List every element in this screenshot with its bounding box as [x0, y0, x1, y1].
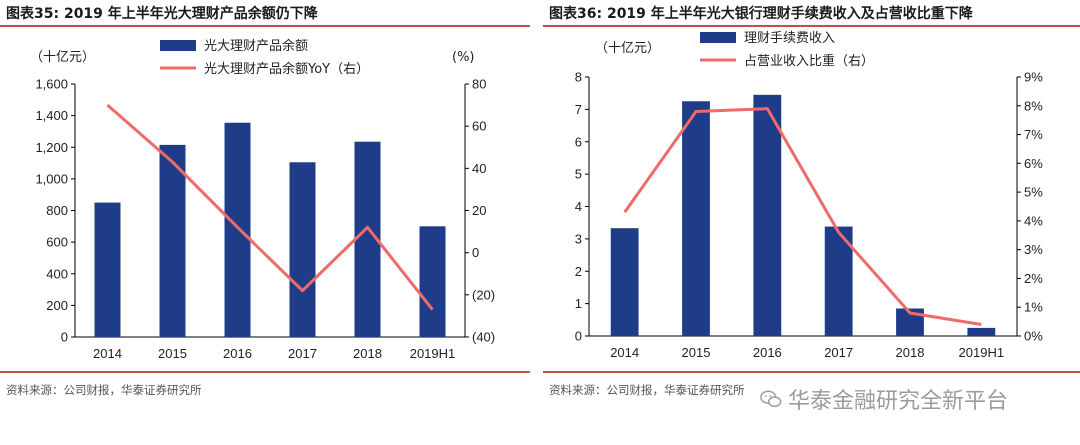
y2-tick-label: 20	[472, 203, 486, 218]
y-tick-label: 8	[575, 70, 582, 85]
y2-tick-label: 3%	[1024, 242, 1043, 257]
bar	[159, 144, 186, 337]
y2-tick-label: 60	[472, 119, 486, 134]
y2-tick-label: 8%	[1024, 98, 1043, 113]
bar	[967, 327, 996, 336]
y-tick-label: 800	[46, 203, 68, 218]
y-tick-label: 0	[61, 330, 68, 345]
x-tick-label: 2014	[610, 345, 639, 360]
y-tick-label: 600	[46, 235, 68, 250]
x-tick-label: 2014	[93, 346, 122, 361]
x-tick-label: 2017	[824, 345, 853, 360]
y-tick-label: 1,600	[35, 77, 68, 92]
bar	[289, 162, 316, 337]
x-tick-label: 2018	[896, 345, 925, 360]
y-tick-label: 7	[575, 102, 582, 117]
x-tick-label: 2016	[223, 346, 252, 361]
bar	[419, 226, 446, 337]
y2-tick-label: 0	[472, 245, 479, 260]
series-line	[106, 103, 434, 311]
chart-title: 图表35: 2019 年上半年光大理财产品余额仍下降	[6, 6, 318, 22]
wechat-icon	[760, 390, 782, 408]
y-tick-label: 400	[46, 266, 68, 281]
left-chart-svg: 02004006008001,0001,2001,4001,600(40)(20…	[30, 38, 495, 361]
x-tick-label: 2015	[158, 346, 187, 361]
bar	[682, 101, 710, 336]
x-tick-label: 2015	[682, 345, 711, 360]
y2-tick-label: 80	[472, 77, 486, 92]
legend-line-label: 占营业收入比重（右）	[744, 53, 874, 69]
y2-tick-label: 4%	[1024, 213, 1043, 228]
bar	[753, 94, 782, 337]
y-tick-label: 1,000	[35, 171, 68, 186]
legend-line-label: 光大理财产品余额YoY（右）	[204, 61, 369, 77]
source-note: 资料来源：公司财报，华泰证券研究所	[549, 383, 745, 397]
left-chart-panel: 图表35: 2019 年上半年光大理财产品余额仍下降 0 200 400 600 800…	[0, 0, 530, 445]
y-tick-label: 1,400	[35, 108, 68, 123]
bar	[94, 202, 121, 337]
y-tick-label: 2	[575, 264, 582, 279]
y-tick-label: 4	[575, 199, 582, 214]
x-tick-label: 2019H1	[410, 346, 456, 361]
y2-axis-unit: (%)	[452, 50, 475, 65]
bar	[224, 122, 251, 337]
y2-tick-label: 9%	[1024, 70, 1043, 85]
y2-tick-label: 7%	[1024, 127, 1043, 142]
y2-tick-label: (20)	[472, 287, 495, 302]
y-tick-label: 5	[575, 167, 582, 182]
x-tick-label: 2019H1	[959, 345, 1005, 360]
watermark-text: 华泰金融研究全新平台	[788, 389, 1009, 414]
x-tick-label: 2018	[353, 346, 382, 361]
y2-tick-label: (40)	[472, 330, 495, 345]
x-tick-label: 2017	[288, 346, 317, 361]
legend-bar-swatch	[700, 32, 736, 43]
y-tick-label: 0	[575, 329, 582, 344]
legend-bar-label: 光大理财产品余额	[204, 38, 308, 54]
bar	[610, 228, 639, 336]
right-chart-svg: 0 1 2 3 4 5 6 7 8 0% 1% 2% 3% 4% 5% 6% 7% 8% 9% （十亿元） 2014 20…	[575, 31, 1043, 360]
legend-bar-label: 理财手续费收入	[744, 31, 835, 46]
y2-tick-label: 40	[472, 161, 486, 176]
legend-bar-swatch	[160, 40, 196, 51]
title-divider	[0, 25, 530, 27]
right-chart-panel: 图表36: 2019 年上半年光大银行理财手续费收入及占营收比重下降 0 1 2 3 4…	[543, 0, 1080, 445]
footer-divider	[543, 371, 1080, 373]
y-tick-label: 6	[575, 134, 582, 149]
watermark: 华泰金融研究全新平台	[760, 383, 1008, 415]
y-tick-label: 1	[575, 296, 582, 311]
chart-title: 图表36: 2019 年上半年光大银行理财手续费收入及占营收比重下降	[549, 6, 973, 22]
y2-tick-label: 1%	[1024, 300, 1043, 315]
y-tick-label: 200	[46, 298, 68, 313]
source-note: 资料来源：公司财报，华泰证券研究所	[6, 383, 202, 397]
y2-tick-label: 5%	[1024, 185, 1043, 200]
y-tick-label: 1,200	[35, 140, 68, 155]
y2-tick-label: 6%	[1024, 156, 1043, 171]
y2-tick-label: 0%	[1024, 329, 1043, 344]
x-tick-label: 2016	[753, 345, 782, 360]
y-axis-unit: （十亿元）	[30, 50, 95, 65]
title-divider	[543, 25, 1080, 27]
y2-tick-label: 2%	[1024, 271, 1043, 286]
y-axis-unit: （十亿元）	[595, 41, 660, 56]
footer-divider	[0, 371, 530, 373]
y-tick-label: 3	[575, 231, 582, 246]
series-line	[623, 107, 982, 326]
